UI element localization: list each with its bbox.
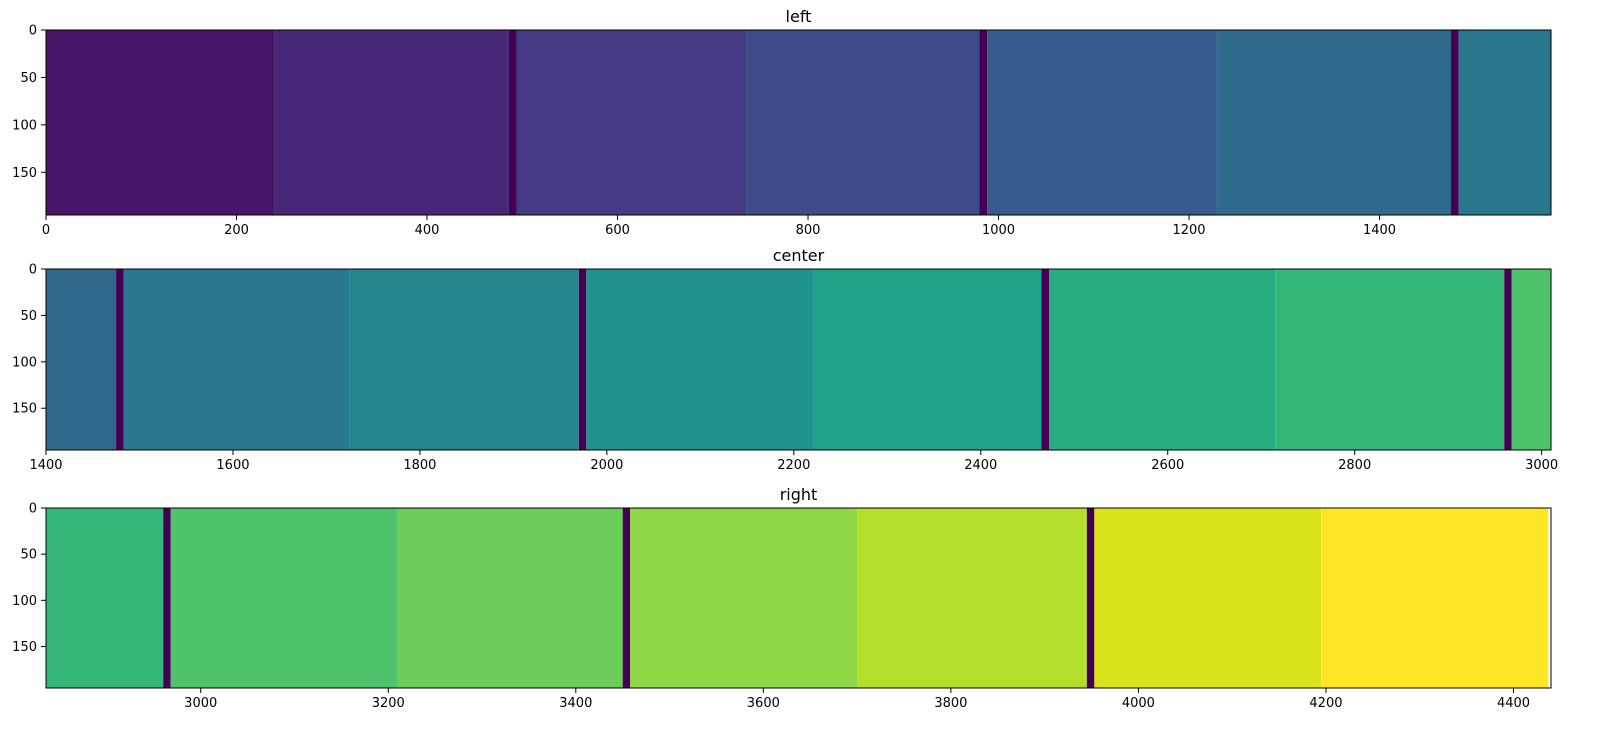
x-tick-label: 4400 <box>1497 696 1530 711</box>
axes-frame <box>45 507 1552 689</box>
y-tick-label: 100 <box>12 118 37 133</box>
band-7 <box>1086 508 1095 688</box>
x-tick-label: 400 <box>415 223 440 238</box>
y-tick-label: 0 <box>29 24 37 39</box>
band-4 <box>622 508 631 688</box>
x-tick-label: 3200 <box>372 696 405 711</box>
band-0 <box>46 269 117 450</box>
panel-center: center 1400 1600 1800 2000 2200 2400 2600 2800 30… <box>12 246 1558 473</box>
y-tick-label: 0 <box>29 502 37 517</box>
band-6 <box>857 508 1087 688</box>
band-9 <box>1458 30 1551 215</box>
band-7 <box>1041 269 1050 450</box>
x-tick-label: 1200 <box>1172 223 1205 238</box>
x-tick-label: 4000 <box>1122 696 1155 711</box>
band-3 <box>397 508 623 688</box>
panel-right: right 3000 3200 3400 3600 3800 4000 4200 4400 0 50… <box>12 485 1552 711</box>
x-tick-label: 1000 <box>982 223 1015 238</box>
y-tick-label: 50 <box>20 309 37 324</box>
x-tick-label: 600 <box>605 223 630 238</box>
x-tick-label: 3400 <box>559 696 592 711</box>
x-tick-label: 0 <box>42 223 50 238</box>
band-2 <box>170 508 398 688</box>
band-9 <box>1275 269 1505 450</box>
y-tick-label: 100 <box>12 594 37 609</box>
x-tick-label: 1400 <box>29 458 62 473</box>
band-3 <box>349 269 579 450</box>
band-1 <box>274 30 509 215</box>
band-6 <box>812 269 1042 450</box>
axes-frame <box>45 29 1552 216</box>
x-tick-label: 2000 <box>590 458 623 473</box>
band-0 <box>46 508 164 688</box>
band-1 <box>163 508 171 688</box>
band-5 <box>586 269 813 450</box>
y-tick-label: 100 <box>12 355 37 370</box>
y-tick-label: 50 <box>20 548 37 563</box>
y-tick-label: 150 <box>12 402 37 417</box>
x-tick-label: 3000 <box>1525 458 1558 473</box>
band-8 <box>1450 30 1459 215</box>
chart-title: right <box>780 485 818 504</box>
x-tick-label: 1400 <box>1363 223 1396 238</box>
band-9 <box>1321 508 1549 688</box>
y-tick-label: 50 <box>20 71 37 86</box>
x-tick-label: 3800 <box>934 696 967 711</box>
band-3 <box>516 30 747 215</box>
x-tick-label: 800 <box>796 223 821 238</box>
x-tick-label: 4200 <box>1309 696 1342 711</box>
band-5 <box>979 30 988 215</box>
band-5 <box>630 508 858 688</box>
band-2 <box>508 30 517 215</box>
band-0 <box>46 30 275 215</box>
band-4 <box>746 30 980 215</box>
band-7 <box>1217 30 1451 215</box>
x-tick-label: 2600 <box>1151 458 1184 473</box>
y-tick-label: 150 <box>12 640 37 655</box>
band-10 <box>1504 269 1512 450</box>
band-8 <box>1094 508 1322 688</box>
chart-title: left <box>786 7 812 26</box>
x-tick-label: 3000 <box>184 696 217 711</box>
x-tick-label: 2200 <box>777 458 810 473</box>
y-tick-label: 150 <box>12 166 37 181</box>
band-11 <box>1511 269 1551 450</box>
chart-title: center <box>773 246 825 265</box>
band-8 <box>1049 269 1276 450</box>
y-tick-label: 0 <box>29 263 37 278</box>
band-4 <box>578 269 587 450</box>
x-tick-label: 1800 <box>403 458 436 473</box>
band-1 <box>116 269 124 450</box>
x-tick-label: 1600 <box>216 458 249 473</box>
x-tick-label: 200 <box>224 223 249 238</box>
band-2 <box>123 269 350 450</box>
x-tick-label: 2400 <box>964 458 997 473</box>
panel-left: left 0 200 400 600 800 1000 1200 1400 0 50 100 150 <box>12 7 1552 238</box>
x-tick-label: 3600 <box>747 696 780 711</box>
axes-frame <box>45 268 1552 451</box>
x-tick-label: 2800 <box>1338 458 1371 473</box>
band-6 <box>987 30 1218 215</box>
